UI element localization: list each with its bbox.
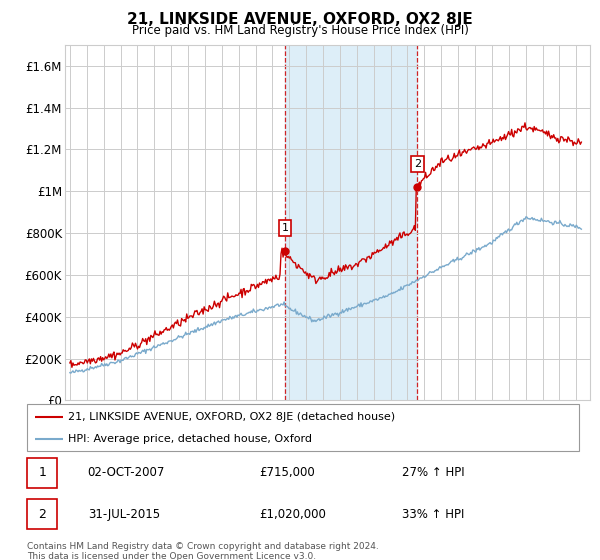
- Text: 27% ↑ HPI: 27% ↑ HPI: [403, 466, 465, 479]
- Text: 33% ↑ HPI: 33% ↑ HPI: [403, 508, 465, 521]
- Text: £1,020,000: £1,020,000: [259, 508, 326, 521]
- Text: 1: 1: [38, 466, 46, 479]
- FancyBboxPatch shape: [27, 500, 58, 529]
- Text: HPI: Average price, detached house, Oxford: HPI: Average price, detached house, Oxfo…: [68, 434, 313, 444]
- Bar: [285, 45, 417, 400]
- Text: Contains HM Land Registry data © Crown copyright and database right 2024.
This d: Contains HM Land Registry data © Crown c…: [27, 542, 379, 560]
- Text: 2: 2: [38, 508, 46, 521]
- Text: £715,000: £715,000: [259, 466, 314, 479]
- Text: 21, LINKSIDE AVENUE, OXFORD, OX2 8JE (detached house): 21, LINKSIDE AVENUE, OXFORD, OX2 8JE (de…: [68, 412, 395, 422]
- FancyBboxPatch shape: [27, 458, 58, 488]
- Text: 2: 2: [414, 159, 421, 169]
- FancyBboxPatch shape: [27, 404, 579, 451]
- Text: 21, LINKSIDE AVENUE, OXFORD, OX2 8JE: 21, LINKSIDE AVENUE, OXFORD, OX2 8JE: [127, 12, 473, 27]
- Text: Price paid vs. HM Land Registry's House Price Index (HPI): Price paid vs. HM Land Registry's House …: [131, 24, 469, 36]
- Text: 02-OCT-2007: 02-OCT-2007: [88, 466, 165, 479]
- Text: 31-JUL-2015: 31-JUL-2015: [88, 508, 160, 521]
- Text: 1: 1: [281, 223, 289, 233]
